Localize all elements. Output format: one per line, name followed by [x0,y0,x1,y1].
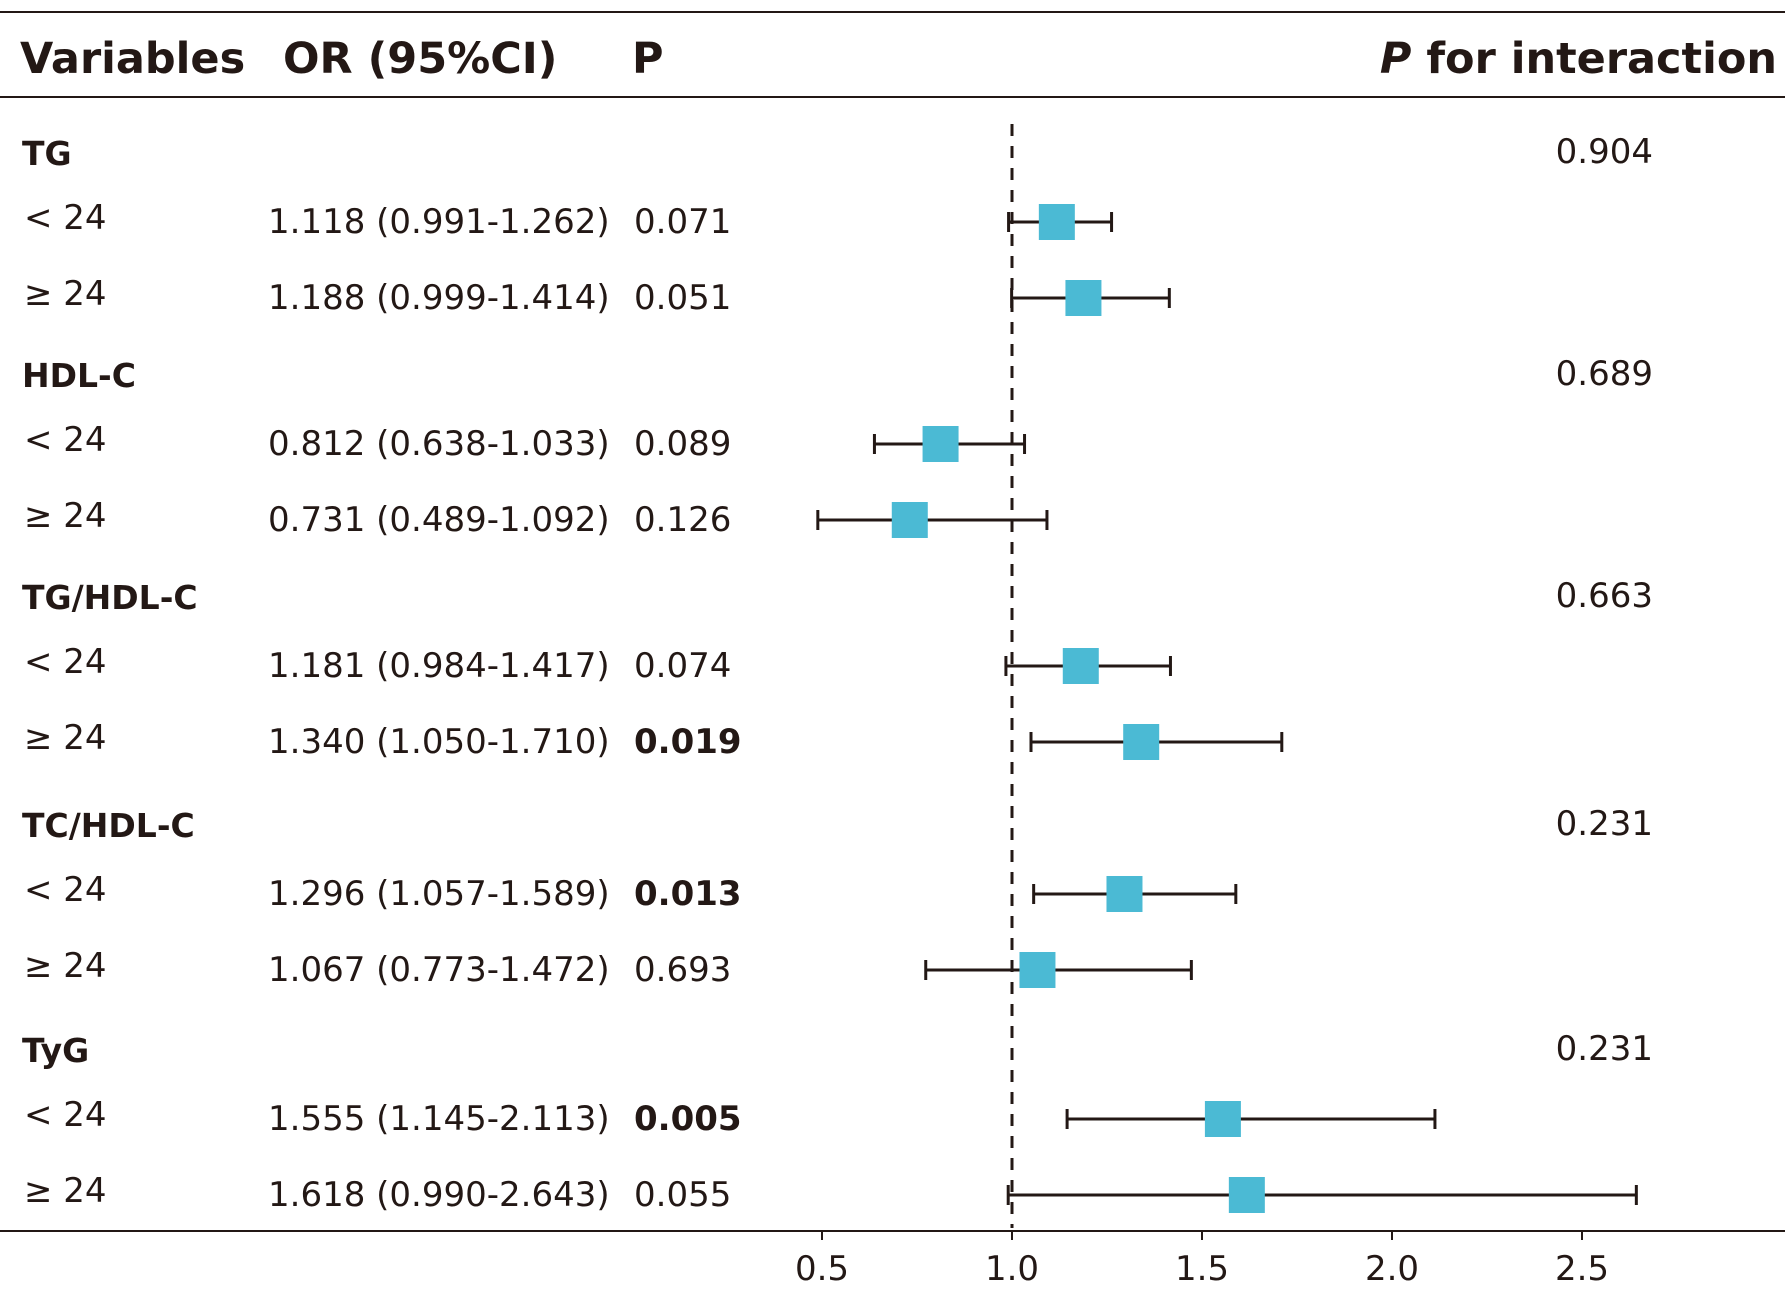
or-marker [922,426,959,462]
p-interaction-value: 0.904 [1555,132,1653,172]
header-variables: Variables [20,34,246,84]
p-value: 0.089 [634,424,732,464]
or-marker [1228,1177,1265,1213]
p-value: 0.693 [634,950,732,990]
p-value: 0.019 [634,722,742,762]
or-marker [1038,204,1075,240]
row-label: ≥ 24 [24,1171,107,1211]
p-value: 0.126 [634,500,732,540]
group-label: TC/HDL-C [22,806,195,845]
p-value: 0.013 [634,874,742,914]
or-marker [1065,280,1102,316]
top-rule [0,11,1785,13]
axis-rule [0,1230,1785,1232]
group-label: TG [22,134,72,173]
or-ci-value: 0.731 (0.489-1.092) [268,500,610,540]
p-value: 0.055 [634,1175,732,1215]
or-ci-value: 1.555 (1.145-2.113) [268,1099,610,1139]
or-ci-value: 1.618 (0.990-2.643) [268,1175,610,1215]
p-value: 0.074 [634,646,732,686]
or-ci-value: 0.812 (0.638-1.033) [268,424,610,464]
row-label: ≥ 24 [24,946,107,986]
group-label: HDL-C [22,356,136,395]
p-interaction-value: 0.689 [1555,354,1653,394]
row-label: < 24 [24,420,107,460]
header-p: P [632,34,664,84]
row-label: < 24 [24,1095,107,1135]
or-ci-value: 1.181 (0.984-1.417) [268,646,610,686]
row-label: ≥ 24 [24,496,107,536]
or-ci-value: 1.067 (0.773-1.472) [268,950,610,990]
or-marker [1106,876,1143,912]
p-interaction-value: 0.231 [1555,1029,1653,1069]
x-tick-label: 1.0 [985,1249,1039,1289]
or-marker [1204,1101,1241,1137]
row-label: < 24 [24,198,107,238]
row-label: < 24 [24,870,107,910]
x-tick-label: 1.5 [1175,1249,1229,1289]
p-value: 0.005 [634,1099,742,1139]
header-rule [0,96,1785,98]
header-p-interaction-text: for interaction [1411,34,1777,84]
p-interaction-value: 0.231 [1555,804,1653,844]
header-p-interaction-p: P [1379,34,1412,84]
group-label: TG/HDL-C [22,578,198,617]
p-value: 0.051 [634,278,732,318]
group-label: TyG [22,1031,90,1070]
row-label: ≥ 24 [24,718,107,758]
or-ci-value: 1.340 (1.050-1.710) [268,722,610,762]
or-ci-value: 1.296 (1.057-1.589) [268,874,610,914]
x-tick-label: 2.5 [1555,1249,1609,1289]
p-value: 0.071 [634,202,732,242]
or-ci-value: 1.118 (0.991-1.262) [268,202,610,242]
or-marker [1019,952,1056,988]
header-p-interaction: P for interaction [1380,30,1777,88]
or-marker [891,502,928,538]
or-marker [1123,724,1160,760]
or-ci-value: 1.188 (0.999-1.414) [268,278,610,318]
row-label: < 24 [24,642,107,682]
x-tick-label: 0.5 [795,1249,849,1289]
row-label: ≥ 24 [24,274,107,314]
x-tick-label: 2.0 [1365,1249,1419,1289]
or-marker [1062,648,1099,684]
header-or-ci: OR (95%CI) [283,34,558,84]
p-interaction-value: 0.663 [1555,576,1653,616]
